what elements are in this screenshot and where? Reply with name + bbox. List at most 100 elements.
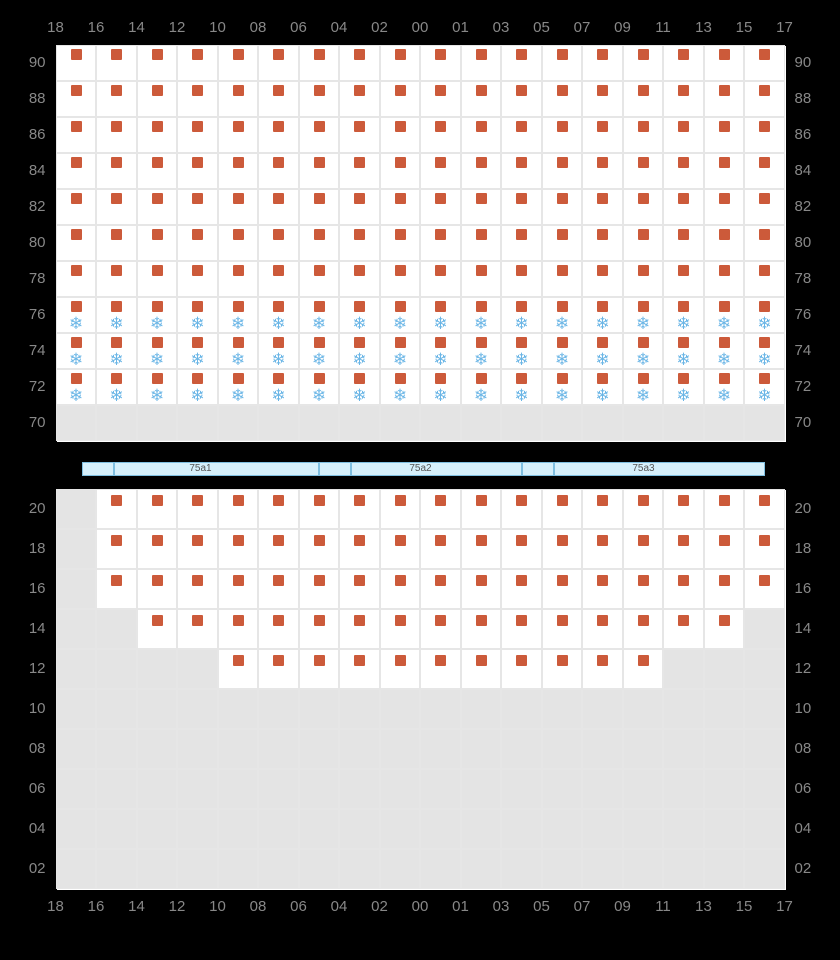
slot-marker[interactable] xyxy=(233,575,244,586)
grid-cell[interactable] xyxy=(663,405,704,441)
grid-cell[interactable] xyxy=(56,769,97,809)
slot-marker[interactable] xyxy=(435,157,446,168)
grid-cell[interactable] xyxy=(501,809,542,849)
slot-marker[interactable] xyxy=(395,535,406,546)
grid-cell[interactable] xyxy=(56,809,97,849)
slot-marker[interactable] xyxy=(71,157,82,168)
slot-marker[interactable] xyxy=(597,373,608,384)
slot-marker[interactable] xyxy=(152,49,163,60)
grid-cell[interactable] xyxy=(582,689,623,729)
slot-marker[interactable] xyxy=(597,49,608,60)
slot-marker[interactable] xyxy=(557,193,568,204)
slot-marker[interactable] xyxy=(395,121,406,132)
slot-marker[interactable] xyxy=(111,301,122,312)
slot-marker[interactable] xyxy=(435,495,446,506)
slot-marker[interactable] xyxy=(597,193,608,204)
slot-marker[interactable] xyxy=(273,121,284,132)
slot-marker[interactable] xyxy=(678,121,689,132)
slot-marker[interactable] xyxy=(638,121,649,132)
slot-marker[interactable] xyxy=(111,535,122,546)
slot-marker[interactable] xyxy=(638,337,649,348)
grid-cell[interactable] xyxy=(663,849,704,889)
slot-marker[interactable] xyxy=(354,265,365,276)
slot-marker[interactable] xyxy=(273,373,284,384)
slot-marker[interactable] xyxy=(476,495,487,506)
grid-cell[interactable] xyxy=(96,689,137,729)
slot-marker[interactable] xyxy=(638,49,649,60)
grid-cell[interactable] xyxy=(380,405,421,441)
slot-marker[interactable] xyxy=(597,655,608,666)
slot-marker[interactable] xyxy=(719,157,730,168)
grid-cell[interactable] xyxy=(339,689,380,729)
grid-cell[interactable] xyxy=(542,809,583,849)
slot-marker[interactable] xyxy=(314,265,325,276)
slot-marker[interactable] xyxy=(678,495,689,506)
grid-cell[interactable] xyxy=(339,729,380,769)
grid-cell[interactable] xyxy=(461,729,502,769)
slot-marker[interactable] xyxy=(354,495,365,506)
grid-cell[interactable] xyxy=(420,769,461,809)
grid-cell[interactable] xyxy=(623,689,664,729)
slot-marker[interactable] xyxy=(354,121,365,132)
slot-marker[interactable] xyxy=(759,85,770,96)
slot-marker[interactable] xyxy=(435,265,446,276)
slot-marker[interactable] xyxy=(638,301,649,312)
slot-marker[interactable] xyxy=(476,373,487,384)
grid-cell[interactable] xyxy=(339,809,380,849)
slot-marker[interactable] xyxy=(192,495,203,506)
grid-cell[interactable] xyxy=(177,809,218,849)
grid-cell[interactable] xyxy=(501,729,542,769)
slot-marker[interactable] xyxy=(516,655,527,666)
grid-cell[interactable] xyxy=(663,649,704,689)
slot-marker[interactable] xyxy=(395,575,406,586)
slot-marker[interactable] xyxy=(233,535,244,546)
slot-marker[interactable] xyxy=(192,157,203,168)
grid-cell[interactable] xyxy=(56,489,97,529)
slot-marker[interactable] xyxy=(516,193,527,204)
slot-marker[interactable] xyxy=(152,157,163,168)
grid-cell[interactable] xyxy=(96,809,137,849)
grid-cell[interactable] xyxy=(380,809,421,849)
slot-marker[interactable] xyxy=(314,535,325,546)
slot-marker[interactable] xyxy=(192,301,203,312)
grid-cell[interactable] xyxy=(744,809,785,849)
grid-cell[interactable] xyxy=(218,849,259,889)
grid-cell[interactable] xyxy=(704,649,745,689)
grid-cell[interactable] xyxy=(623,405,664,441)
grid-cell[interactable] xyxy=(704,809,745,849)
slot-marker[interactable] xyxy=(192,535,203,546)
slot-marker[interactable] xyxy=(314,229,325,240)
slot-marker[interactable] xyxy=(638,157,649,168)
slot-marker[interactable] xyxy=(557,655,568,666)
slot-marker[interactable] xyxy=(557,121,568,132)
slot-marker[interactable] xyxy=(395,301,406,312)
slot-marker[interactable] xyxy=(152,535,163,546)
slot-marker[interactable] xyxy=(395,615,406,626)
slot-marker[interactable] xyxy=(233,373,244,384)
slot-marker[interactable] xyxy=(233,615,244,626)
grid-cell[interactable] xyxy=(461,405,502,441)
grid-cell[interactable] xyxy=(704,769,745,809)
slot-marker[interactable] xyxy=(111,157,122,168)
slot-marker[interactable] xyxy=(638,535,649,546)
slot-marker[interactable] xyxy=(152,337,163,348)
slot-marker[interactable] xyxy=(314,373,325,384)
slot-marker[interactable] xyxy=(638,495,649,506)
slot-marker[interactable] xyxy=(192,265,203,276)
grid-cell[interactable] xyxy=(258,405,299,441)
grid-cell[interactable] xyxy=(461,689,502,729)
slot-marker[interactable] xyxy=(273,575,284,586)
slot-marker[interactable] xyxy=(678,337,689,348)
slot-marker[interactable] xyxy=(273,229,284,240)
grid-cell[interactable] xyxy=(339,769,380,809)
slot-marker[interactable] xyxy=(395,49,406,60)
slot-marker[interactable] xyxy=(476,49,487,60)
grid-cell[interactable] xyxy=(704,405,745,441)
slot-marker[interactable] xyxy=(678,575,689,586)
slot-marker[interactable] xyxy=(759,373,770,384)
slot-marker[interactable] xyxy=(557,615,568,626)
slot-marker[interactable] xyxy=(233,121,244,132)
grid-cell[interactable] xyxy=(744,849,785,889)
slot-marker[interactable] xyxy=(314,193,325,204)
slot-marker[interactable] xyxy=(111,575,122,586)
